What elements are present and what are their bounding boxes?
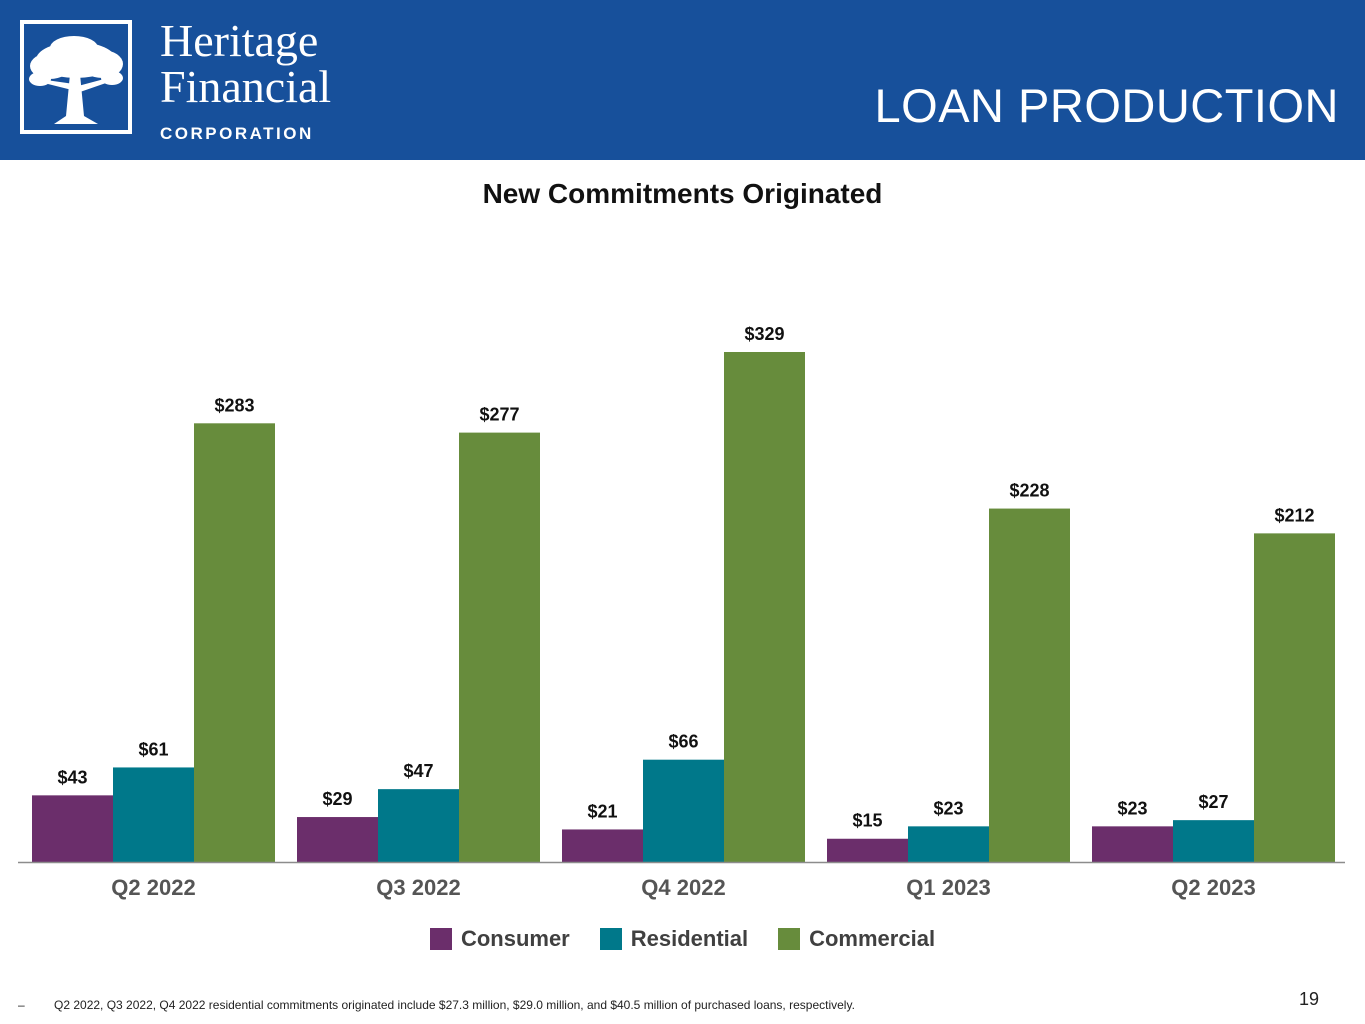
data-label: $66 bbox=[668, 732, 698, 752]
bar-chart: $43 $61 $283 Q2 2022 $29 $47 $277 Q3 2022 $21 $66… bbox=[18, 324, 1345, 900]
legend-item-commercial: Commercial bbox=[778, 926, 935, 952]
data-label: $212 bbox=[1274, 505, 1314, 525]
bar-commercial-q2-2022 bbox=[194, 423, 275, 862]
header-banner: Heritage Financial CORPORATION LOAN PROD… bbox=[0, 0, 1365, 160]
data-label: $43 bbox=[57, 767, 87, 787]
bar-consumer-q2-2023 bbox=[1092, 826, 1173, 862]
bar-residential-q1-2023 bbox=[908, 826, 989, 862]
legend-swatch bbox=[778, 928, 801, 950]
bar-residential-q4-2022 bbox=[643, 759, 724, 862]
data-label: $329 bbox=[744, 324, 784, 344]
chart-legend: Consumer Residential Commercial bbox=[0, 926, 1365, 952]
data-label: $23 bbox=[933, 798, 963, 818]
data-label: $277 bbox=[479, 405, 519, 425]
data-label: $27 bbox=[1198, 792, 1228, 812]
legend-label: Residential bbox=[630, 926, 749, 951]
x-tick-label: Q2 2023 bbox=[1171, 875, 1255, 900]
bar-residential-q2-2023 bbox=[1173, 820, 1254, 862]
data-label: $228 bbox=[1009, 481, 1049, 501]
bar-commercial-q4-2022 bbox=[724, 352, 805, 862]
legend-swatch bbox=[429, 928, 452, 950]
legend-item-residential: Residential bbox=[599, 926, 749, 952]
bar-commercial-q2-2023 bbox=[1254, 533, 1335, 862]
data-label: $29 bbox=[322, 789, 352, 809]
bar-consumer-q4-2022 bbox=[562, 829, 643, 862]
logo-line-heritage: Heritage bbox=[160, 15, 319, 66]
x-tick-label: Q1 2023 bbox=[906, 875, 990, 900]
chart-title: New Commitments Originated bbox=[482, 178, 883, 209]
tree-logo-icon bbox=[20, 20, 132, 134]
bar-consumer-q3-2022 bbox=[297, 817, 378, 862]
logo-line-corporation: CORPORATION bbox=[160, 124, 314, 143]
data-label: $15 bbox=[852, 811, 882, 831]
legend-swatch bbox=[599, 928, 622, 950]
footnote-text: Q2 2022, Q3 2022, Q4 2022 residential co… bbox=[54, 998, 855, 1012]
bar-residential-q3-2022 bbox=[378, 789, 459, 862]
legend-label: Commercial bbox=[809, 926, 936, 951]
legend-item-consumer: Consumer bbox=[429, 926, 570, 952]
page-title: LOAN PRODUCTION bbox=[874, 79, 1339, 132]
x-tick-label: Q2 2022 bbox=[111, 875, 195, 900]
logo-line-financial: Financial bbox=[160, 61, 332, 112]
data-label: $283 bbox=[214, 395, 254, 415]
x-tick-label: Q4 2022 bbox=[641, 875, 725, 900]
bar-consumer-q1-2023 bbox=[827, 838, 908, 862]
data-label: $61 bbox=[138, 739, 168, 759]
data-label: $47 bbox=[403, 761, 433, 781]
legend-label: Consumer bbox=[460, 926, 570, 951]
bar-consumer-q2-2022 bbox=[32, 795, 113, 862]
bar-residential-q2-2022 bbox=[113, 767, 194, 862]
bar-commercial-q1-2023 bbox=[989, 508, 1070, 862]
footnote: – Q2 2022, Q3 2022, Q4 2022 residential c… bbox=[18, 998, 855, 1012]
x-tick-label: Q3 2022 bbox=[376, 875, 460, 900]
bar-commercial-q3-2022 bbox=[459, 432, 540, 862]
footnote-marker: – bbox=[18, 998, 25, 1012]
data-label: $23 bbox=[1117, 798, 1147, 818]
company-logo-wordmark: Heritage Financial CORPORATION bbox=[160, 18, 331, 144]
page-number: 19 bbox=[1298, 989, 1319, 1009]
data-label: $21 bbox=[587, 801, 617, 821]
